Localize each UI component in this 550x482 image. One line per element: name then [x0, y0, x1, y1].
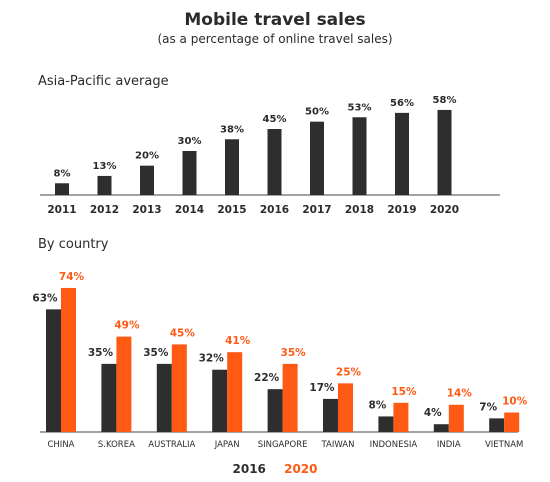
bottom-bar-australia-2020: [171, 344, 187, 432]
section-label-by-country: By country: [38, 237, 109, 252]
bottom-tick-label-indonesia: INDONESIA: [370, 440, 418, 450]
bottom-tick-label-taiwan: TAIWAN: [321, 440, 355, 450]
top-tick-label-2017: 2017: [302, 204, 331, 216]
bottom-data-label-indonesia-2016: 8%: [368, 399, 386, 411]
top-bar-2019: [395, 112, 409, 195]
top-data-label-2012: 13%: [93, 161, 117, 172]
legend-item-2020: 2020: [284, 462, 318, 476]
top-tick-label-2018: 2018: [345, 204, 374, 216]
top-bar-2014: [182, 151, 197, 195]
bottom-data-label-singapore-2016: 22%: [254, 372, 280, 384]
top-data-label-2014: 30%: [178, 136, 202, 147]
bottom-data-label-singapore-2020: 35%: [281, 347, 307, 359]
bottom-data-label-india-2016: 4%: [424, 407, 442, 419]
legend-item-2016: 2016: [232, 462, 266, 476]
top-bar-2012: [97, 175, 112, 195]
top-data-label-2019: 56%: [390, 98, 414, 109]
top-data-label-2017: 50%: [305, 107, 329, 118]
bottom-tick-label-china: CHINA: [47, 440, 74, 450]
bottom-bar-vietnam-2016: [489, 418, 505, 432]
bottom-tick-label-japan: JAPAN: [214, 440, 240, 450]
bottom-bar-japan-2016: [212, 369, 228, 432]
top-data-label-2013: 20%: [135, 151, 159, 162]
bottom-bar-indonesia-2020: [393, 402, 409, 432]
bottom-data-label-skorea-2016: 35%: [88, 347, 114, 359]
top-tick-label-2020: 2020: [430, 204, 459, 216]
bottom-bar-china-2020: [61, 287, 76, 432]
bottom-data-label-australia-2016: 35%: [143, 347, 169, 359]
bottom-data-label-india-2020: 14%: [447, 388, 473, 400]
top-bar-2017: [310, 121, 324, 195]
bottom-tick-label-skorea: S.KOREA: [98, 440, 135, 450]
bottom-data-label-japan-2016: 32%: [199, 353, 225, 365]
top-tick-label-2013: 2013: [132, 204, 161, 216]
top-tick-label-2016: 2016: [260, 204, 289, 216]
bottom-data-label-taiwan-2020: 25%: [336, 366, 362, 378]
bottom-data-label-china-2016: 63%: [32, 292, 58, 304]
bottom-bar-taiwan-2020: [338, 383, 353, 432]
bottom-bar-australia-2016: [156, 363, 172, 432]
bottom-data-label-vietnam-2020: 10%: [502, 396, 528, 408]
top-bar-2016: [267, 129, 282, 195]
bottom-tick-label-vietnam: VIETNAM: [485, 440, 523, 450]
bottom-bar-singapore-2020: [282, 363, 298, 432]
bottom-bar-vietnam-2020: [504, 412, 520, 432]
top-data-label-2020: 58%: [433, 95, 457, 106]
top-bar-2015: [225, 139, 239, 195]
bottom-bar-skorea-2016: [101, 363, 117, 432]
top-tick-label-2012: 2012: [90, 204, 119, 216]
top-data-label-2016: 45%: [263, 114, 287, 125]
section-label-asia-pacific: Asia-Pacific average: [38, 74, 169, 89]
top-bar-2011: [55, 183, 69, 195]
top-tick-label-2015: 2015: [217, 204, 246, 216]
top-data-label-2018: 53%: [348, 102, 372, 113]
bottom-tick-label-australia: AUSTRALIA: [148, 440, 195, 450]
bottom-bar-japan-2020: [227, 352, 243, 432]
bottom-bar-singapore-2016: [267, 389, 283, 432]
top-tick-label-2014: 2014: [175, 204, 204, 216]
bottom-data-label-japan-2020: 41%: [225, 335, 251, 347]
bottom-data-label-vietnam-2016: 7%: [479, 401, 497, 413]
top-tick-label-2019: 2019: [387, 204, 416, 216]
bottom-bar-indonesia-2016: [378, 416, 394, 432]
bottom-data-label-australia-2020: 45%: [170, 327, 196, 339]
bottom-data-label-skorea-2020: 49%: [114, 320, 140, 332]
chart-subtitle: (as a percentage of online travel sales): [157, 32, 393, 46]
bottom-data-label-china-2020: 74%: [59, 271, 85, 283]
top-data-label-2011: 8%: [54, 168, 71, 179]
top-tick-label-2011: 2011: [47, 204, 76, 216]
top-bar-2013: [140, 165, 154, 195]
bottom-bar-china-2016: [46, 309, 61, 432]
top-bar-2020: [437, 109, 452, 195]
top-bar-2018: [352, 117, 367, 195]
chart-title: Mobile travel sales: [184, 10, 366, 30]
bottom-tick-label-singapore: SINGAPORE: [258, 440, 308, 450]
bottom-bar-india-2020: [448, 404, 464, 432]
bottom-bar-india-2016: [433, 424, 449, 432]
bottom-tick-label-india: INDIA: [437, 440, 461, 450]
legend: 2016 2020: [0, 462, 550, 476]
bottom-data-label-indonesia-2020: 15%: [391, 386, 417, 398]
bottom-bar-taiwan-2016: [323, 398, 338, 432]
top-data-label-2015: 38%: [220, 124, 244, 135]
bottom-bar-skorea-2020: [116, 336, 132, 432]
bottom-data-label-taiwan-2016: 17%: [309, 382, 335, 394]
